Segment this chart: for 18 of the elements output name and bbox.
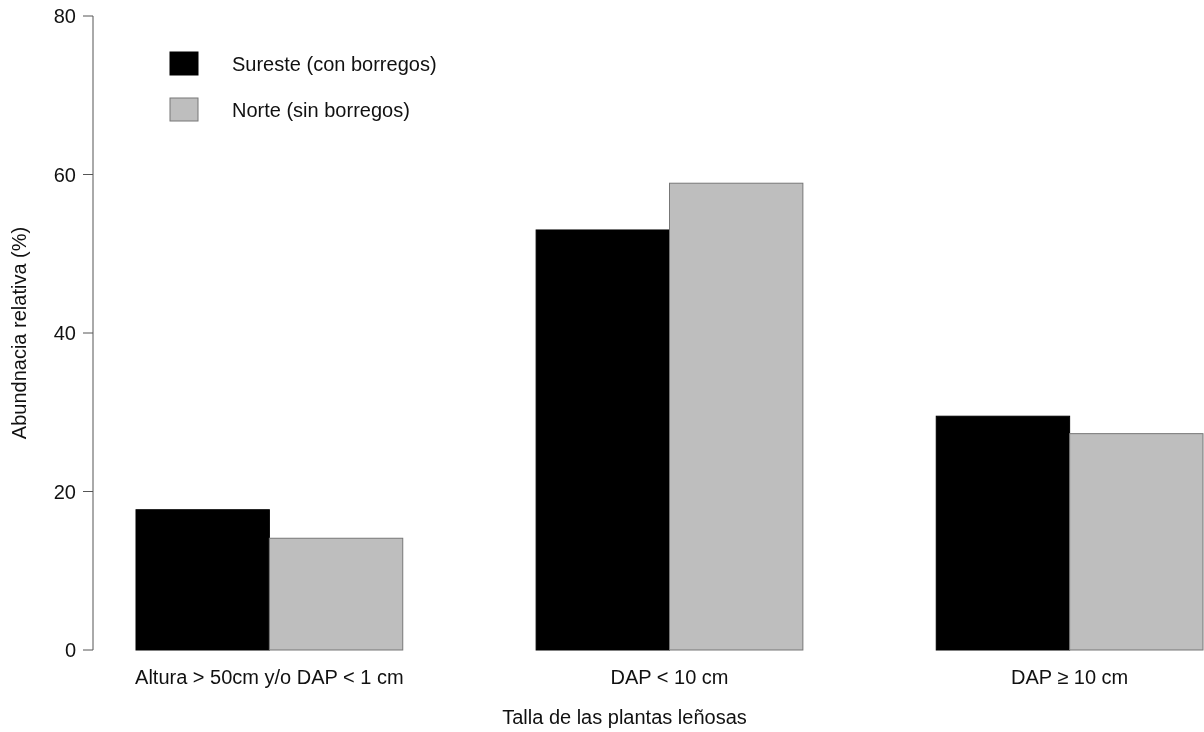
x-tick-label: DAP ≥ 10 cm [1010,666,1129,688]
x-tick-label: DAP < 10 cm [610,666,729,688]
bar [935,415,1071,651]
x-axis-title: Talla de las plantas leñosas [502,706,747,728]
x-tick-label: Altura > 50cm y/o DAP < 1 cm [135,666,404,688]
y-tick-label: 0 [64,639,76,661]
bar [535,229,670,651]
bar [669,182,804,651]
y-tick-label: 40 [53,322,76,344]
y-axis-title: Abundnacia relativa (%) [8,226,30,440]
legend-label: Norte (sin borregos) [232,99,410,121]
bar [135,509,270,651]
bar [268,537,404,651]
y-tick-label: 80 [53,5,76,27]
legend-label: Sureste (con borregos) [232,53,437,75]
bar [1069,433,1204,651]
y-tick-label: 60 [53,163,76,186]
y-tick-label: 20 [53,480,76,503]
